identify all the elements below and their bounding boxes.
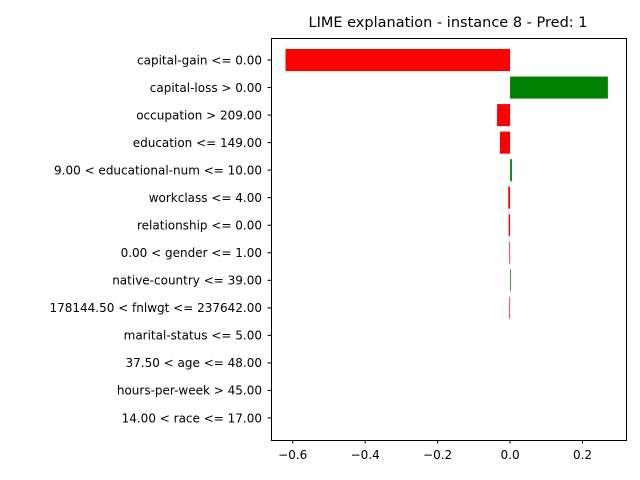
- y-tick-label-5: workclass <= 4.00: [149, 191, 262, 205]
- y-tick-label-4: 9.00 < educational-num <= 10.00: [54, 163, 262, 177]
- bar-3: [499, 131, 511, 154]
- y-tick-label-9: 178144.50 < fnlwgt <= 237642.00: [49, 301, 262, 315]
- bar-0: [285, 49, 511, 72]
- x-axis-ticks: −0.6 −0.4 −0.2 0.0 0.2: [278, 440, 592, 462]
- y-tick-label-8: native-country <= 39.00: [112, 274, 262, 288]
- y-tick-label-1: capital-loss > 0.00: [150, 81, 262, 95]
- x-tick-label-1: −0.4: [351, 448, 380, 462]
- y-tick-label-12: hours-per-week > 45.00: [117, 384, 262, 398]
- bar-4: [510, 159, 512, 182]
- y-tick-label-13: 14.00 < race <= 17.00: [122, 411, 262, 425]
- y-axis-ticks: capital-gain <= 0.00 capital-loss > 0.00 o…: [49, 53, 271, 425]
- y-tick-label-2: occupation > 209.00: [136, 108, 262, 122]
- y-tick-label-0: capital-gain <= 0.00: [137, 53, 262, 67]
- y-tick-label-3: education <= 149.00: [133, 136, 262, 150]
- bar-7: [509, 241, 511, 264]
- y-tick-label-6: relationship <= 0.00: [137, 219, 262, 233]
- plot-area-frame: [271, 38, 627, 441]
- bar-8: [510, 269, 511, 292]
- bar-2: [497, 104, 511, 127]
- x-tick-label-2: −0.2: [423, 448, 452, 462]
- y-tick-label-10: marital-status <= 5.00: [124, 329, 262, 343]
- bar-6: [508, 214, 511, 237]
- bars-group: [285, 49, 608, 319]
- y-tick-label-11: 37.50 < age <= 48.00: [126, 356, 262, 370]
- bar-9: [509, 296, 511, 319]
- y-tick-label-7: 0.00 < gender <= 1.00: [121, 246, 262, 260]
- x-tick-label-3: 0.0: [501, 448, 520, 462]
- chart-title: LIME explanation - instance 8 - Pred: 1: [309, 15, 588, 31]
- x-tick-label-4: 0.2: [573, 448, 592, 462]
- x-tick-label-0: −0.6: [278, 448, 307, 462]
- bar-1: [510, 76, 608, 99]
- bar-5: [508, 186, 511, 209]
